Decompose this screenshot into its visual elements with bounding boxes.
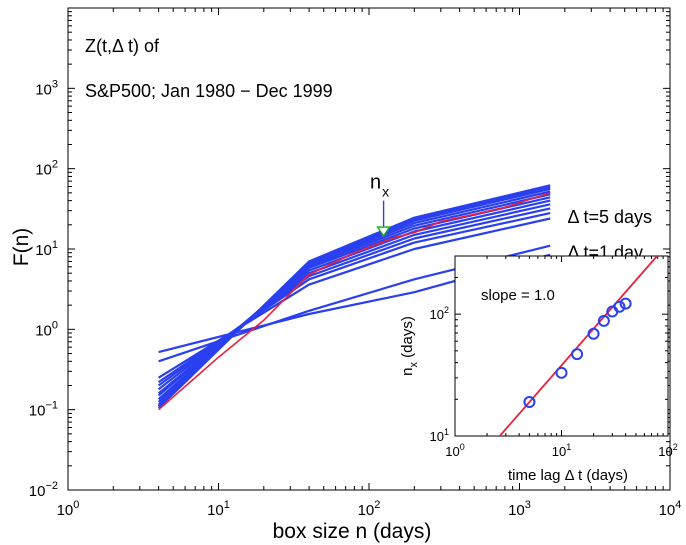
series-line	[158, 192, 551, 411]
x-tick-label: 101	[207, 499, 230, 519]
inset-data-point	[555, 366, 568, 379]
inset-data-point	[597, 314, 610, 327]
y-tick-label: 10−1	[29, 400, 58, 420]
inset-y-label-sub: x	[408, 362, 420, 368]
series-line	[157, 184, 551, 409]
y-tick-label: 102	[35, 159, 58, 179]
inset-x-axis-label: time lag Δ t (days)	[508, 467, 628, 484]
inset-y-tick-label: 101	[430, 427, 449, 444]
inset-y-axis-label: nx (days)	[399, 316, 420, 376]
inset-annotation-slope: slope = 1.0	[481, 287, 555, 304]
inset-y-label-suffix: (days)	[399, 316, 416, 362]
y-tick-label: 101	[35, 239, 58, 259]
inset-data-point	[613, 300, 626, 313]
inset-x-tick-label: 100	[445, 442, 464, 459]
y-tick-label: 103	[35, 78, 58, 98]
inset-data-point	[587, 327, 600, 340]
x-tick-label: 100	[57, 499, 80, 519]
delta-t-label: Δ t=5 days	[567, 207, 652, 227]
inset-x-tick-label: 102	[658, 442, 677, 459]
y-axis-label: F(n)	[10, 228, 33, 267]
x-tick-label: 102	[358, 499, 381, 519]
y-tick-label: 10−2	[29, 480, 58, 500]
figure-title-line-2: S&P500; Jan 1980 − Dec 1999	[85, 81, 333, 101]
nx-label: nx	[370, 172, 389, 200]
inset-data-point	[619, 297, 632, 310]
inset-y-label-base: n	[399, 368, 416, 376]
x-tick-label: 104	[659, 499, 682, 519]
main-series	[157, 184, 551, 411]
inset-data-point	[523, 396, 536, 409]
inset-plot-box	[454, 255, 669, 437]
figure-title-line-1: Z(t,Δ t) of	[85, 36, 160, 56]
inset-data-point	[571, 348, 584, 361]
inset-series	[498, 256, 659, 436]
inset-fit-line	[498, 256, 659, 436]
y-tick-label: 100	[35, 319, 58, 339]
x-tick-label: 103	[508, 499, 531, 519]
inset-x-tick-label: 101	[552, 442, 571, 459]
x-axis-label: box size n (days)	[273, 520, 432, 543]
inset-axes	[454, 255, 669, 437]
nx-marker	[376, 226, 391, 238]
inset-y-tick-label: 102	[430, 305, 449, 322]
